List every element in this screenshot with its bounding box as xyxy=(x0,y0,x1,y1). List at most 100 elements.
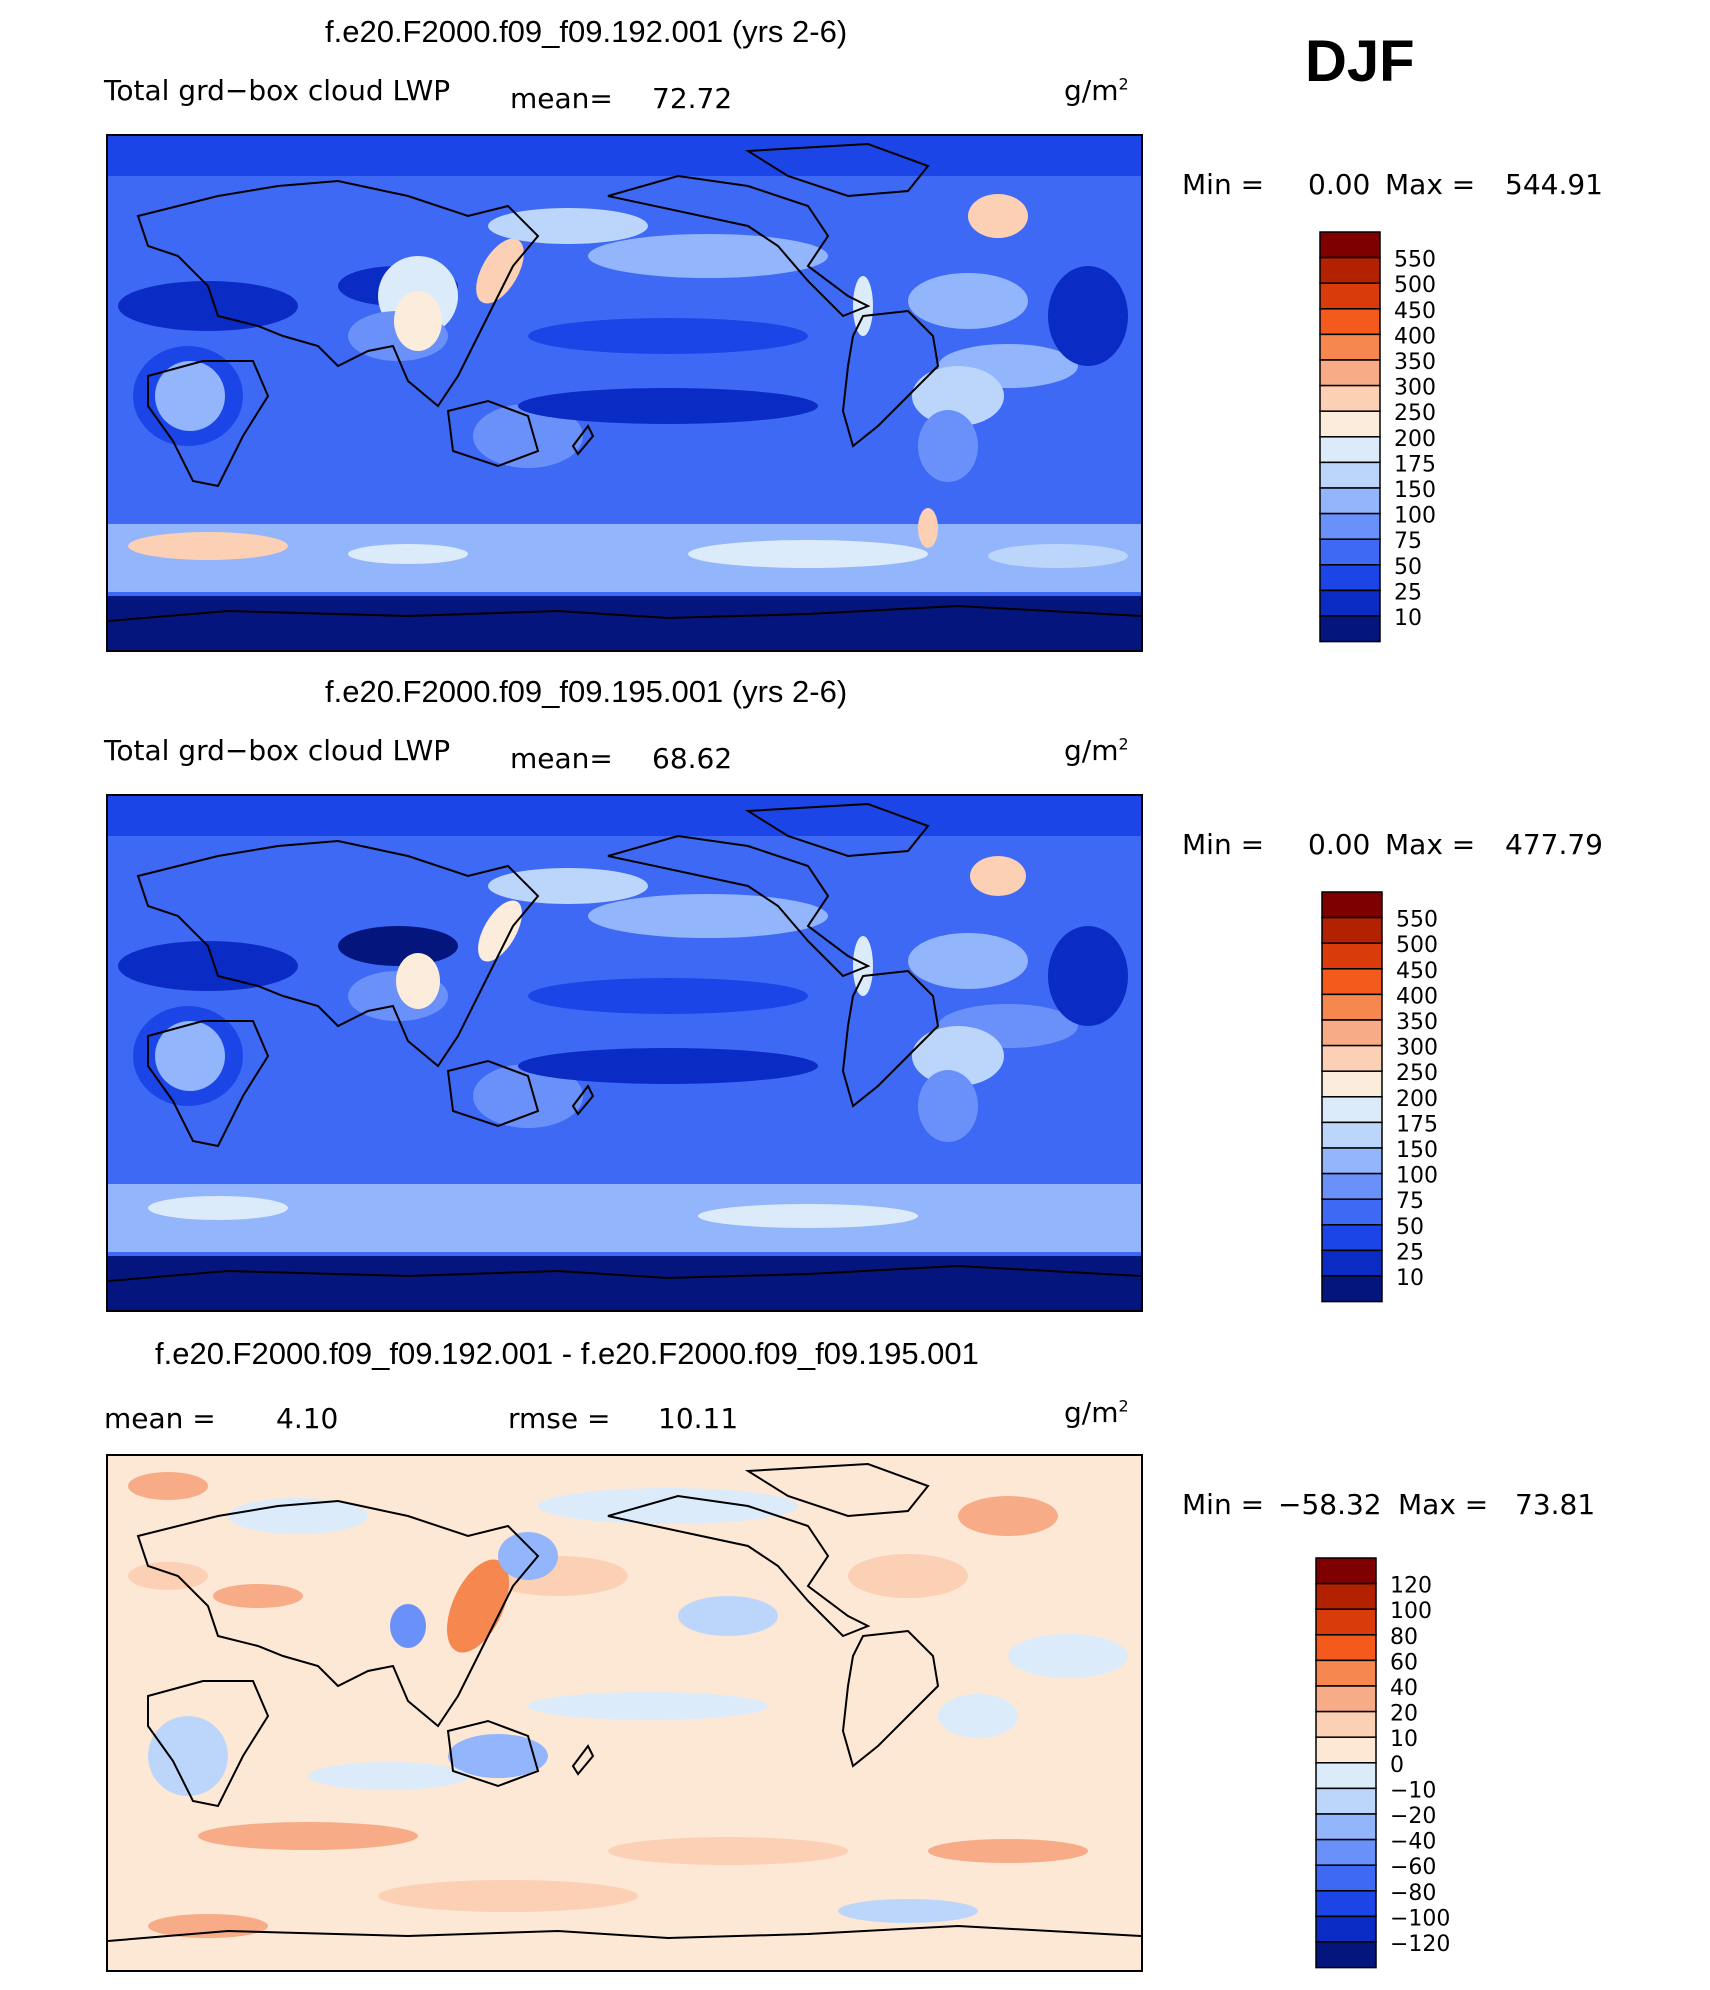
panel-1-min-label: Min = xyxy=(1182,168,1265,201)
colorbar-swatch xyxy=(1319,487,1381,515)
panel-1-max-value: 544.91 xyxy=(1505,168,1603,201)
panel-1-mean-value: 72.72 xyxy=(652,82,733,115)
panel-3-title: f.e20.F2000.f09_f09.192.001 - f.e20.F200… xyxy=(155,1336,979,1371)
colorbar-swatch xyxy=(1319,410,1381,438)
panel-2-max-label: Max = xyxy=(1385,828,1476,861)
colorbar-tick-label: −120 xyxy=(1390,1932,1450,1957)
colorbar-swatch xyxy=(1321,1249,1383,1277)
colorbar-swatch xyxy=(1315,1941,1377,1969)
panel-2-coastlines xyxy=(108,802,1141,1282)
panel-2-min-value: 0.00 xyxy=(1308,828,1371,861)
colorbar-tick-label: 120 xyxy=(1390,1574,1432,1599)
colorbar-swatch xyxy=(1321,1172,1383,1200)
colorbar-tick-label: 40 xyxy=(1390,1676,1418,1701)
colorbar-tick-label: 25 xyxy=(1396,1240,1424,1265)
colorbar-tick-label: −10 xyxy=(1390,1778,1436,1803)
colorbar-tick-label: 300 xyxy=(1394,376,1436,401)
colorbar-swatch xyxy=(1321,1147,1383,1175)
colorbar-swatch xyxy=(1321,1096,1383,1124)
colorbar-tick-label: 550 xyxy=(1396,908,1438,933)
panel-3-rmse-label: rmse = xyxy=(508,1402,611,1435)
panel-2-map xyxy=(106,794,1143,1312)
panel-1-mean-label: mean= xyxy=(510,82,613,115)
colorbar-swatch xyxy=(1319,282,1381,310)
colorbar-swatch xyxy=(1315,1787,1377,1815)
panel-3-min-value: −58.32 xyxy=(1278,1488,1382,1521)
colorbar-tick-label: 75 xyxy=(1396,1189,1424,1214)
colorbar-tick-label: 25 xyxy=(1394,580,1422,605)
panel-3-units: g/m2 xyxy=(1064,1396,1129,1429)
colorbar-swatch xyxy=(1315,1838,1377,1866)
colorbar-swatch xyxy=(1321,1044,1383,1072)
colorbar-swatch xyxy=(1315,1608,1377,1636)
panel-3-max-value: 73.81 xyxy=(1515,1488,1596,1521)
colorbar-tick-label: 60 xyxy=(1390,1650,1418,1675)
colorbar-swatch xyxy=(1321,1019,1383,1047)
colorbar-swatch xyxy=(1321,1224,1383,1252)
colorbar-tick-label: 200 xyxy=(1394,427,1436,452)
colorbar-swatch xyxy=(1315,1582,1377,1610)
panel-2-map-svg xyxy=(108,796,1141,1310)
colorbar-swatch xyxy=(1321,968,1383,996)
colorbar-tick-label: 175 xyxy=(1396,1112,1438,1137)
colorbar-swatch xyxy=(1315,1685,1377,1713)
colorbar-tick-label: 250 xyxy=(1396,1061,1438,1086)
colorbar-swatch xyxy=(1315,1864,1377,1892)
season-label: DJF xyxy=(1305,29,1415,94)
panel-3-max-label: Max = xyxy=(1398,1488,1489,1521)
colorbar-tick-label: −60 xyxy=(1390,1855,1436,1880)
colorbar-swatch xyxy=(1319,564,1381,592)
colorbar-swatch xyxy=(1319,333,1381,361)
colorbar-tick-label: 550 xyxy=(1394,248,1436,273)
colorbar-swatch xyxy=(1321,1121,1383,1149)
colorbar-swatch xyxy=(1315,1659,1377,1687)
panel-3-rmse-value: 10.11 xyxy=(658,1402,739,1435)
colorbar-tick-label: 75 xyxy=(1394,529,1422,554)
colorbar-tick-label: 350 xyxy=(1394,350,1436,375)
panel-1-variable: Total grd−box cloud LWP xyxy=(104,74,451,107)
colorbar-swatch xyxy=(1319,615,1381,643)
colorbar-swatch xyxy=(1321,916,1383,944)
colorbar-swatch xyxy=(1319,461,1381,489)
colorbar-tick-label: 500 xyxy=(1394,273,1436,298)
panel-3-min-label: Min = xyxy=(1182,1488,1265,1521)
colorbar-tick-label: 300 xyxy=(1396,1036,1438,1061)
panel-1-title: f.e20.F2000.f09_f09.192.001 (yrs 2-6) xyxy=(325,14,848,49)
colorbar-tick-label: 400 xyxy=(1396,984,1438,1009)
colorbar-swatch xyxy=(1315,1813,1377,1841)
colorbar-swatch xyxy=(1319,538,1381,566)
colorbar-swatch xyxy=(1319,512,1381,540)
colorbar-tick-label: 0 xyxy=(1390,1753,1404,1778)
colorbar-tick-label: 80 xyxy=(1390,1625,1418,1650)
panel-3-mean-value: 4.10 xyxy=(276,1402,339,1435)
colorbar-swatch xyxy=(1321,1070,1383,1098)
panel-2-mean-value: 68.62 xyxy=(652,742,733,775)
panel-2-colorbar: 5505004504003503002502001751501007550251… xyxy=(1321,891,1438,1303)
colorbar-tick-label: 175 xyxy=(1394,452,1436,477)
colorbar-swatch xyxy=(1315,1915,1377,1943)
panel-1-map-svg xyxy=(108,136,1141,650)
colorbar-tick-label: 100 xyxy=(1396,1164,1438,1189)
colorbar-swatch xyxy=(1319,589,1381,617)
colorbar-tick-label: 10 xyxy=(1390,1727,1418,1752)
panel-2-units: g/m2 xyxy=(1064,734,1129,767)
panel-1-colorbar: 5505004504003503002502001751501007550251… xyxy=(1319,231,1436,643)
colorbar-tick-label: −40 xyxy=(1390,1830,1436,1855)
colorbar-swatch xyxy=(1315,1710,1377,1738)
colorbar-tick-label: 100 xyxy=(1390,1599,1432,1624)
colorbar-tick-label: 10 xyxy=(1394,606,1422,631)
colorbar-tick-label: 400 xyxy=(1394,324,1436,349)
colorbar-tick-label: −20 xyxy=(1390,1804,1436,1829)
colorbar-swatch xyxy=(1321,1275,1383,1303)
colorbar-swatch xyxy=(1319,256,1381,284)
colorbar-swatch xyxy=(1319,308,1381,336)
colorbar-swatch xyxy=(1315,1890,1377,1918)
colorbar-tick-label: −100 xyxy=(1390,1906,1450,1931)
colorbar-tick-label: 150 xyxy=(1396,1138,1438,1163)
panel-1-max-label: Max = xyxy=(1385,168,1476,201)
colorbar-swatch xyxy=(1319,231,1381,259)
colorbar-tick-label: 150 xyxy=(1394,478,1436,503)
panel-2-min-label: Min = xyxy=(1182,828,1265,861)
panel-2-max-value: 477.79 xyxy=(1505,828,1603,861)
